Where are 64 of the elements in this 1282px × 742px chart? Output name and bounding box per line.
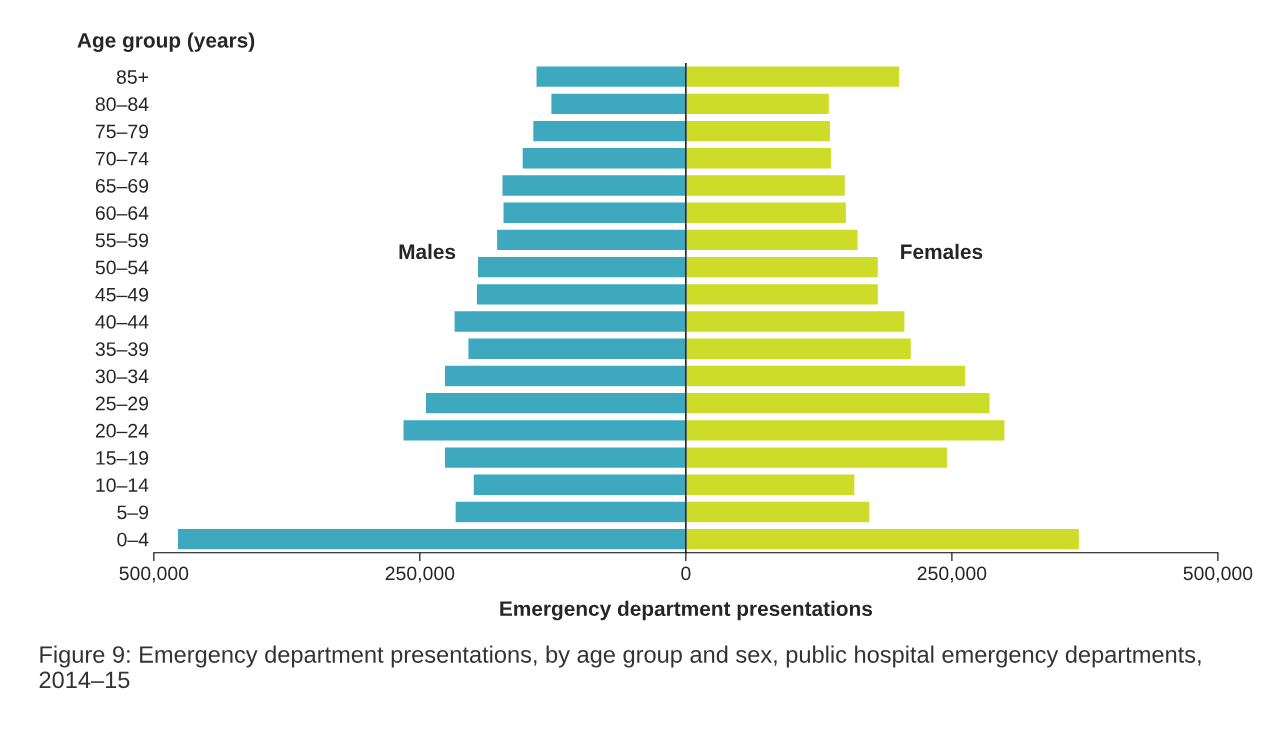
series-label: Females [901, 243, 983, 260]
bar [685, 282, 880, 306]
bar [550, 92, 687, 116]
bar [472, 473, 687, 497]
bar [475, 282, 687, 306]
y-tick-label: 5–9 [117, 505, 149, 520]
bar [685, 473, 856, 497]
bar [501, 173, 687, 198]
bar [685, 527, 1081, 551]
bar [402, 418, 687, 442]
x-axis-title: Emergency department presentations [500, 600, 872, 621]
y-tick-label: 55–59 [95, 233, 149, 248]
bar [535, 65, 687, 89]
bar [685, 173, 847, 198]
x-tick-label: 0 [681, 566, 691, 581]
bar [685, 92, 831, 116]
bar [495, 228, 687, 252]
bar [685, 364, 967, 388]
y-tick-label: 50–54 [95, 260, 149, 275]
bar [685, 391, 991, 415]
y-tick-label: 10–14 [96, 478, 149, 493]
bar [685, 255, 880, 279]
y-tick-label: 60–64 [95, 206, 149, 220]
bar [685, 418, 1006, 442]
bar [685, 65, 901, 89]
y-tick-label: 70–74 [95, 151, 149, 166]
bar [685, 309, 906, 334]
bar [685, 201, 848, 225]
x-tick-label: 500,000 [119, 566, 189, 583]
y-tick-label: 15–19 [96, 451, 149, 465]
y-tick-label: 75–79 [95, 124, 149, 139]
bar [685, 228, 859, 252]
y-tick-label: 35–39 [95, 342, 149, 356]
y-tick-label: 20–24 [95, 423, 149, 438]
bar [685, 337, 913, 361]
y-tick-label: 85+ [116, 70, 149, 84]
bar [443, 364, 687, 388]
y-tick-label: 45–49 [95, 287, 149, 302]
caption: Figure 9: Emergency department presentations, by age group and sex, public hospital emergency departments, 2014–15 [39, 645, 1201, 689]
y-tick-label: 30–34 [95, 369, 149, 384]
y-axis-title: Age group (years) [77, 32, 255, 52]
series-label: Males [399, 243, 456, 260]
bar [502, 201, 687, 225]
y-tick-label: 40–44 [95, 315, 149, 329]
y-tick-label: 0–4 [117, 532, 149, 547]
bar [454, 500, 687, 524]
y-tick-label: 25–29 [95, 396, 149, 411]
x-tick-label: 500,000 [1183, 566, 1253, 583]
bar [476, 255, 687, 279]
bar [685, 445, 949, 470]
bar [467, 337, 687, 361]
bar [443, 445, 687, 470]
bar [685, 146, 833, 170]
x-tick-label: 250,000 [917, 566, 987, 583]
y-tick-label: 80–84 [95, 97, 149, 112]
bar [531, 119, 687, 143]
x-tick-label: 250,000 [385, 566, 455, 583]
bar [685, 500, 871, 524]
bar [453, 309, 687, 334]
bar [424, 391, 687, 415]
y-tick-label: 65–69 [95, 178, 149, 193]
bar [685, 119, 832, 143]
bar [176, 527, 687, 551]
bar [521, 146, 687, 170]
